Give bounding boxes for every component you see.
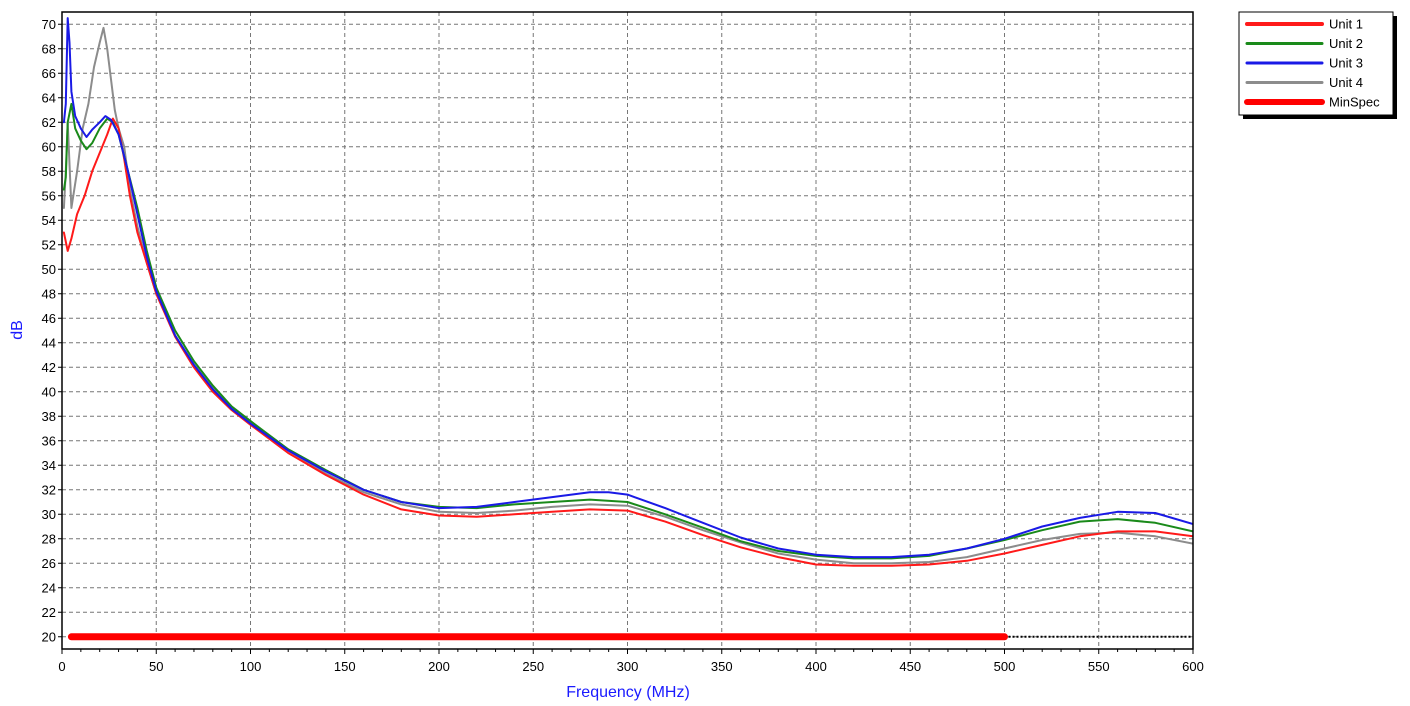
y-tick-label: 52 [42,237,56,252]
legend: Unit 1 Unit 2 Unit 3 Unit 4 MinSpec [1238,11,1397,119]
legend-label: Unit 1 [1329,17,1363,32]
x-tick-label: 0 [58,659,65,674]
y-tick-label: 30 [42,507,56,522]
x-tick-label: 550 [1088,659,1110,674]
y-tick-label: 60 [42,139,56,154]
x-tick-label: 200 [428,659,450,674]
y-tick-label: 28 [42,531,56,546]
y-tick-label: 26 [42,556,56,571]
series-line-unit-3 [62,17,1193,559]
x-tick-label: 300 [617,659,639,674]
x-tick-label: 350 [711,659,733,674]
x-tick-label: 100 [240,659,262,674]
y-tick-label: 20 [42,629,56,644]
y-tick-label: 54 [42,213,56,228]
x-tick-label: 150 [334,659,356,674]
y-tick-label: 44 [42,335,56,350]
y-tick-label: 62 [42,115,56,130]
x-tick-label: 50 [149,659,163,674]
y-tick-label: 34 [42,458,56,473]
series-line-unit-1 [62,117,1193,567]
y-tick-label: 42 [42,360,56,375]
y-tick-label: 40 [42,384,56,399]
y-tick-label: 24 [42,580,56,595]
x-axis-ticks: 0 50 100 150 200 250 300 350 400 450 500 550 600 [58,649,1204,674]
y-tick-label: 38 [42,409,56,424]
y-tick-label: 22 [42,605,56,620]
y-tick-label: 68 [42,41,56,56]
x-tick-label: 500 [994,659,1016,674]
x-tick-label: 600 [1182,659,1204,674]
y-tick-label: 58 [42,164,56,179]
y-tick-label: 48 [42,286,56,301]
y-axis-title: dB [9,320,26,340]
x-axis-title: Frequency (MHz) [566,684,690,701]
x-tick-label: 450 [899,659,921,674]
y-axis-ticks: 20 22 24 26 28 30 32 34 36 38 40 42 44 46 48 50 52 54 56 58… [42,17,62,644]
y-tick-label: 36 [42,433,56,448]
plot-frame [61,11,1194,650]
y-tick-label: 32 [42,482,56,497]
y-tick-label: 66 [42,66,56,81]
legend-label: Unit 4 [1329,75,1363,90]
legend-label: Unit 3 [1329,56,1363,71]
y-tick-label: 56 [42,188,56,203]
y-tick-label: 46 [42,311,56,326]
x-tick-label: 250 [522,659,544,674]
x-tick-label: 400 [805,659,827,674]
legend-label: Unit 2 [1329,36,1363,51]
y-tick-label: 50 [42,262,56,277]
y-tick-label: 70 [42,17,56,32]
series-layer [62,17,1193,641]
legend-label: MinSpec [1329,95,1380,110]
y-tick-label: 64 [42,90,56,105]
